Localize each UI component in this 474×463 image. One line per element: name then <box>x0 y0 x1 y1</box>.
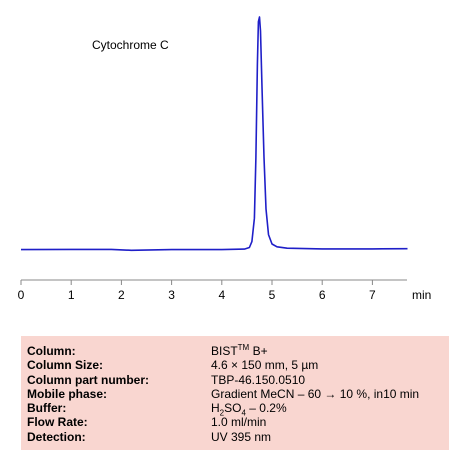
info-value-sup: TM <box>237 343 250 352</box>
info-value-suffix: B+ <box>249 344 268 358</box>
info-row-mobile-phase: Mobile phase: Gradient MeCN – 60 → 10 %,… <box>27 387 443 401</box>
info-label: Column: <box>27 344 76 358</box>
series-line <box>20 16 408 252</box>
info-value-suffix: – 0.2% <box>245 401 287 416</box>
x-tick-label: 5 <box>269 288 276 302</box>
info-value-sub: 4 <box>241 408 246 418</box>
x-axis-label: min <box>412 288 431 302</box>
info-value: 4.6 × 150 mm, 5 µm <box>211 358 319 373</box>
x-tick-label: 1 <box>68 288 75 302</box>
info-value: UV 395 nm <box>211 429 272 444</box>
info-label: Mobile phase: <box>27 386 108 401</box>
x-tick-label: 2 <box>118 288 125 302</box>
info-label: Detection: <box>27 429 86 444</box>
chart-marks <box>20 16 408 252</box>
info-label: Column part number: <box>27 372 149 387</box>
x-axis-ticks: 0 1 2 3 4 5 6 7 <box>18 280 376 302</box>
x-tick-label: 7 <box>369 288 376 302</box>
info-value: BISTTM B+ <box>211 343 268 359</box>
info-row-part-number: Column part number: TBP-46.150.0510 <box>27 373 443 387</box>
info-row-column: Column: BISTTM B+ <box>27 343 443 359</box>
info-value-mid: SO <box>224 401 242 416</box>
info-value: H2SO4 – 0.2% <box>211 401 287 418</box>
info-value-main: BIST <box>211 344 238 358</box>
info-value: 1.0 ml/min <box>211 415 267 430</box>
chromatogram-chart: Cytochrome C 0 1 2 3 4 5 6 7 min <box>18 16 431 302</box>
x-tick-label: 0 <box>18 288 25 302</box>
info-value-main: H <box>211 401 220 416</box>
info-label: Buffer: <box>27 401 67 416</box>
x-tick-label: 3 <box>168 288 175 302</box>
method-info-panel: Column: BISTTM B+ Column Size: 4.6 × 150… <box>21 336 449 450</box>
info-value-sub: 2 <box>219 408 225 418</box>
info-row-detection: Detection: UV 395 nm <box>27 430 443 444</box>
info-label: Column Size: <box>27 358 104 373</box>
info-label: Flow Rate: <box>27 415 88 430</box>
info-row-flow-rate: Flow Rate: 1.0 ml/min <box>27 415 443 429</box>
peak-annotation: Cytochrome C <box>92 38 169 52</box>
info-value: TBP-46.150.0510 <box>211 372 306 387</box>
x-tick-label: 6 <box>319 288 326 302</box>
info-value: Gradient MeCN – 60 → 10 %, in10 min <box>211 386 420 401</box>
info-row-buffer: Buffer: H2SO4 – 0.2% <box>27 401 443 418</box>
info-row-column-size: Column Size: 4.6 × 150 mm, 5 µm <box>27 358 443 372</box>
x-tick-label: 4 <box>218 288 225 302</box>
